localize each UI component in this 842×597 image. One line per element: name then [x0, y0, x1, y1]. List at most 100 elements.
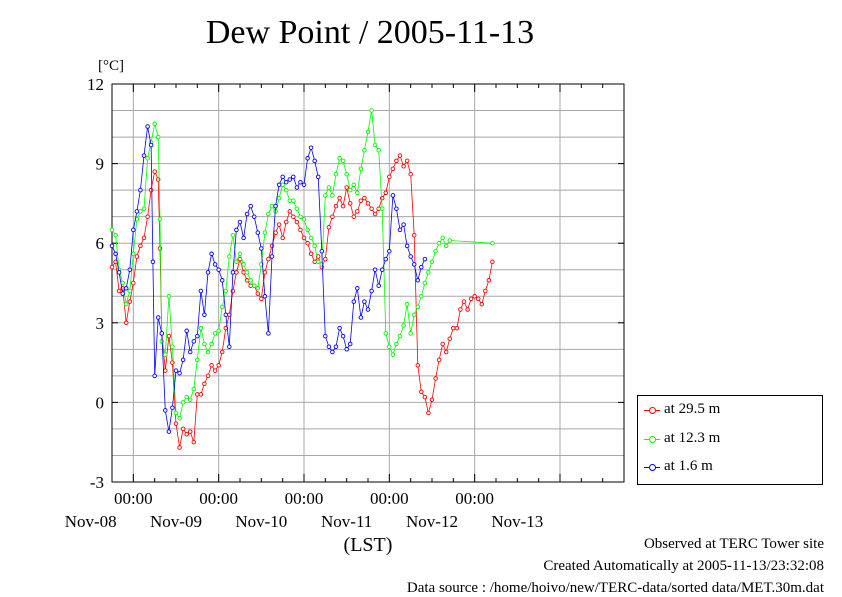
legend-item-12-3m: at 12.3 m — [638, 430, 822, 450]
x-axis-label: (LST) — [344, 534, 393, 556]
data-point — [198, 392, 204, 397]
data-point — [280, 235, 285, 241]
data-point — [387, 344, 392, 349]
data-point — [429, 397, 435, 402]
data-point — [170, 405, 175, 410]
data-point — [216, 267, 221, 272]
data-point — [205, 349, 211, 355]
y-tick-label: 12 — [87, 75, 104, 94]
data-point — [426, 270, 431, 275]
data-point — [273, 203, 278, 209]
data-point — [347, 341, 353, 347]
data-point — [184, 394, 189, 400]
data-point — [312, 243, 317, 249]
data-point — [376, 283, 381, 288]
data-point — [223, 288, 229, 294]
data-point — [259, 296, 264, 302]
data-point — [291, 214, 296, 219]
x-time-label: 00:00 — [285, 489, 324, 508]
data-point — [180, 426, 186, 432]
data-point — [397, 333, 403, 339]
data-point — [415, 278, 421, 283]
data-point — [237, 251, 243, 257]
data-point — [298, 227, 303, 233]
data-point — [123, 286, 129, 291]
data-point — [351, 214, 357, 219]
data-point — [365, 307, 371, 312]
data-point — [408, 254, 413, 259]
data-point — [227, 344, 232, 349]
x-date-label: Nov-09 — [150, 512, 202, 531]
data-point — [351, 299, 357, 304]
data-point — [362, 195, 367, 201]
data-point — [230, 232, 236, 238]
data-point — [223, 312, 229, 318]
data-point — [173, 368, 179, 373]
data-point — [340, 203, 346, 209]
data-point — [422, 256, 428, 262]
data-point — [202, 341, 207, 347]
data-point — [216, 363, 221, 368]
data-point — [326, 225, 332, 230]
data-point — [379, 195, 385, 201]
data-point — [347, 201, 353, 206]
legend-marker — [649, 464, 656, 471]
data-point — [308, 251, 314, 257]
data-point — [294, 185, 300, 190]
legend-label: at 1.6 m — [664, 458, 713, 474]
data-point — [212, 368, 218, 373]
data-point — [244, 211, 250, 217]
data-point — [294, 219, 300, 225]
data-point — [248, 278, 253, 283]
data-point — [170, 344, 175, 349]
data-point — [283, 219, 289, 225]
data-point — [155, 315, 161, 320]
data-point — [163, 408, 168, 413]
data-point — [280, 174, 285, 180]
data-point — [177, 370, 182, 376]
y-tick-label: 6 — [96, 234, 105, 253]
data-point — [198, 288, 204, 294]
data-point — [355, 190, 360, 196]
data-point — [109, 227, 115, 233]
data-point — [358, 166, 364, 172]
legend-marker — [649, 436, 656, 443]
legend-label: at 12.3 m — [664, 430, 721, 446]
data-point — [291, 174, 296, 180]
legend-marker — [649, 407, 656, 414]
data-point — [262, 270, 268, 275]
data-point — [422, 394, 428, 400]
data-point — [337, 195, 342, 201]
data-point — [454, 325, 460, 331]
data-point — [419, 264, 424, 270]
data-point — [404, 301, 410, 307]
data-point — [372, 142, 378, 148]
data-point — [390, 352, 396, 357]
data-point — [116, 270, 122, 275]
data-point — [269, 203, 275, 209]
data-point — [202, 381, 207, 387]
data-point — [276, 195, 282, 201]
data-point — [383, 331, 389, 336]
data-point — [173, 421, 179, 426]
data-point — [415, 363, 421, 368]
data-point — [390, 166, 396, 172]
data-point — [141, 206, 147, 211]
data-point — [123, 320, 129, 326]
data-point — [291, 198, 296, 203]
data-point — [138, 243, 143, 249]
data-point — [234, 227, 239, 233]
data-point — [308, 235, 314, 241]
data-point — [244, 270, 250, 275]
data-point — [127, 288, 133, 294]
data-point — [131, 227, 136, 233]
data-point — [216, 328, 221, 334]
data-point — [234, 259, 239, 265]
data-point — [387, 248, 392, 254]
data-point — [138, 187, 143, 193]
legend-label: at 29.5 m — [664, 401, 721, 417]
data-point — [241, 235, 246, 241]
data-point — [173, 410, 179, 416]
data-point — [280, 182, 285, 188]
data-point — [202, 312, 207, 318]
